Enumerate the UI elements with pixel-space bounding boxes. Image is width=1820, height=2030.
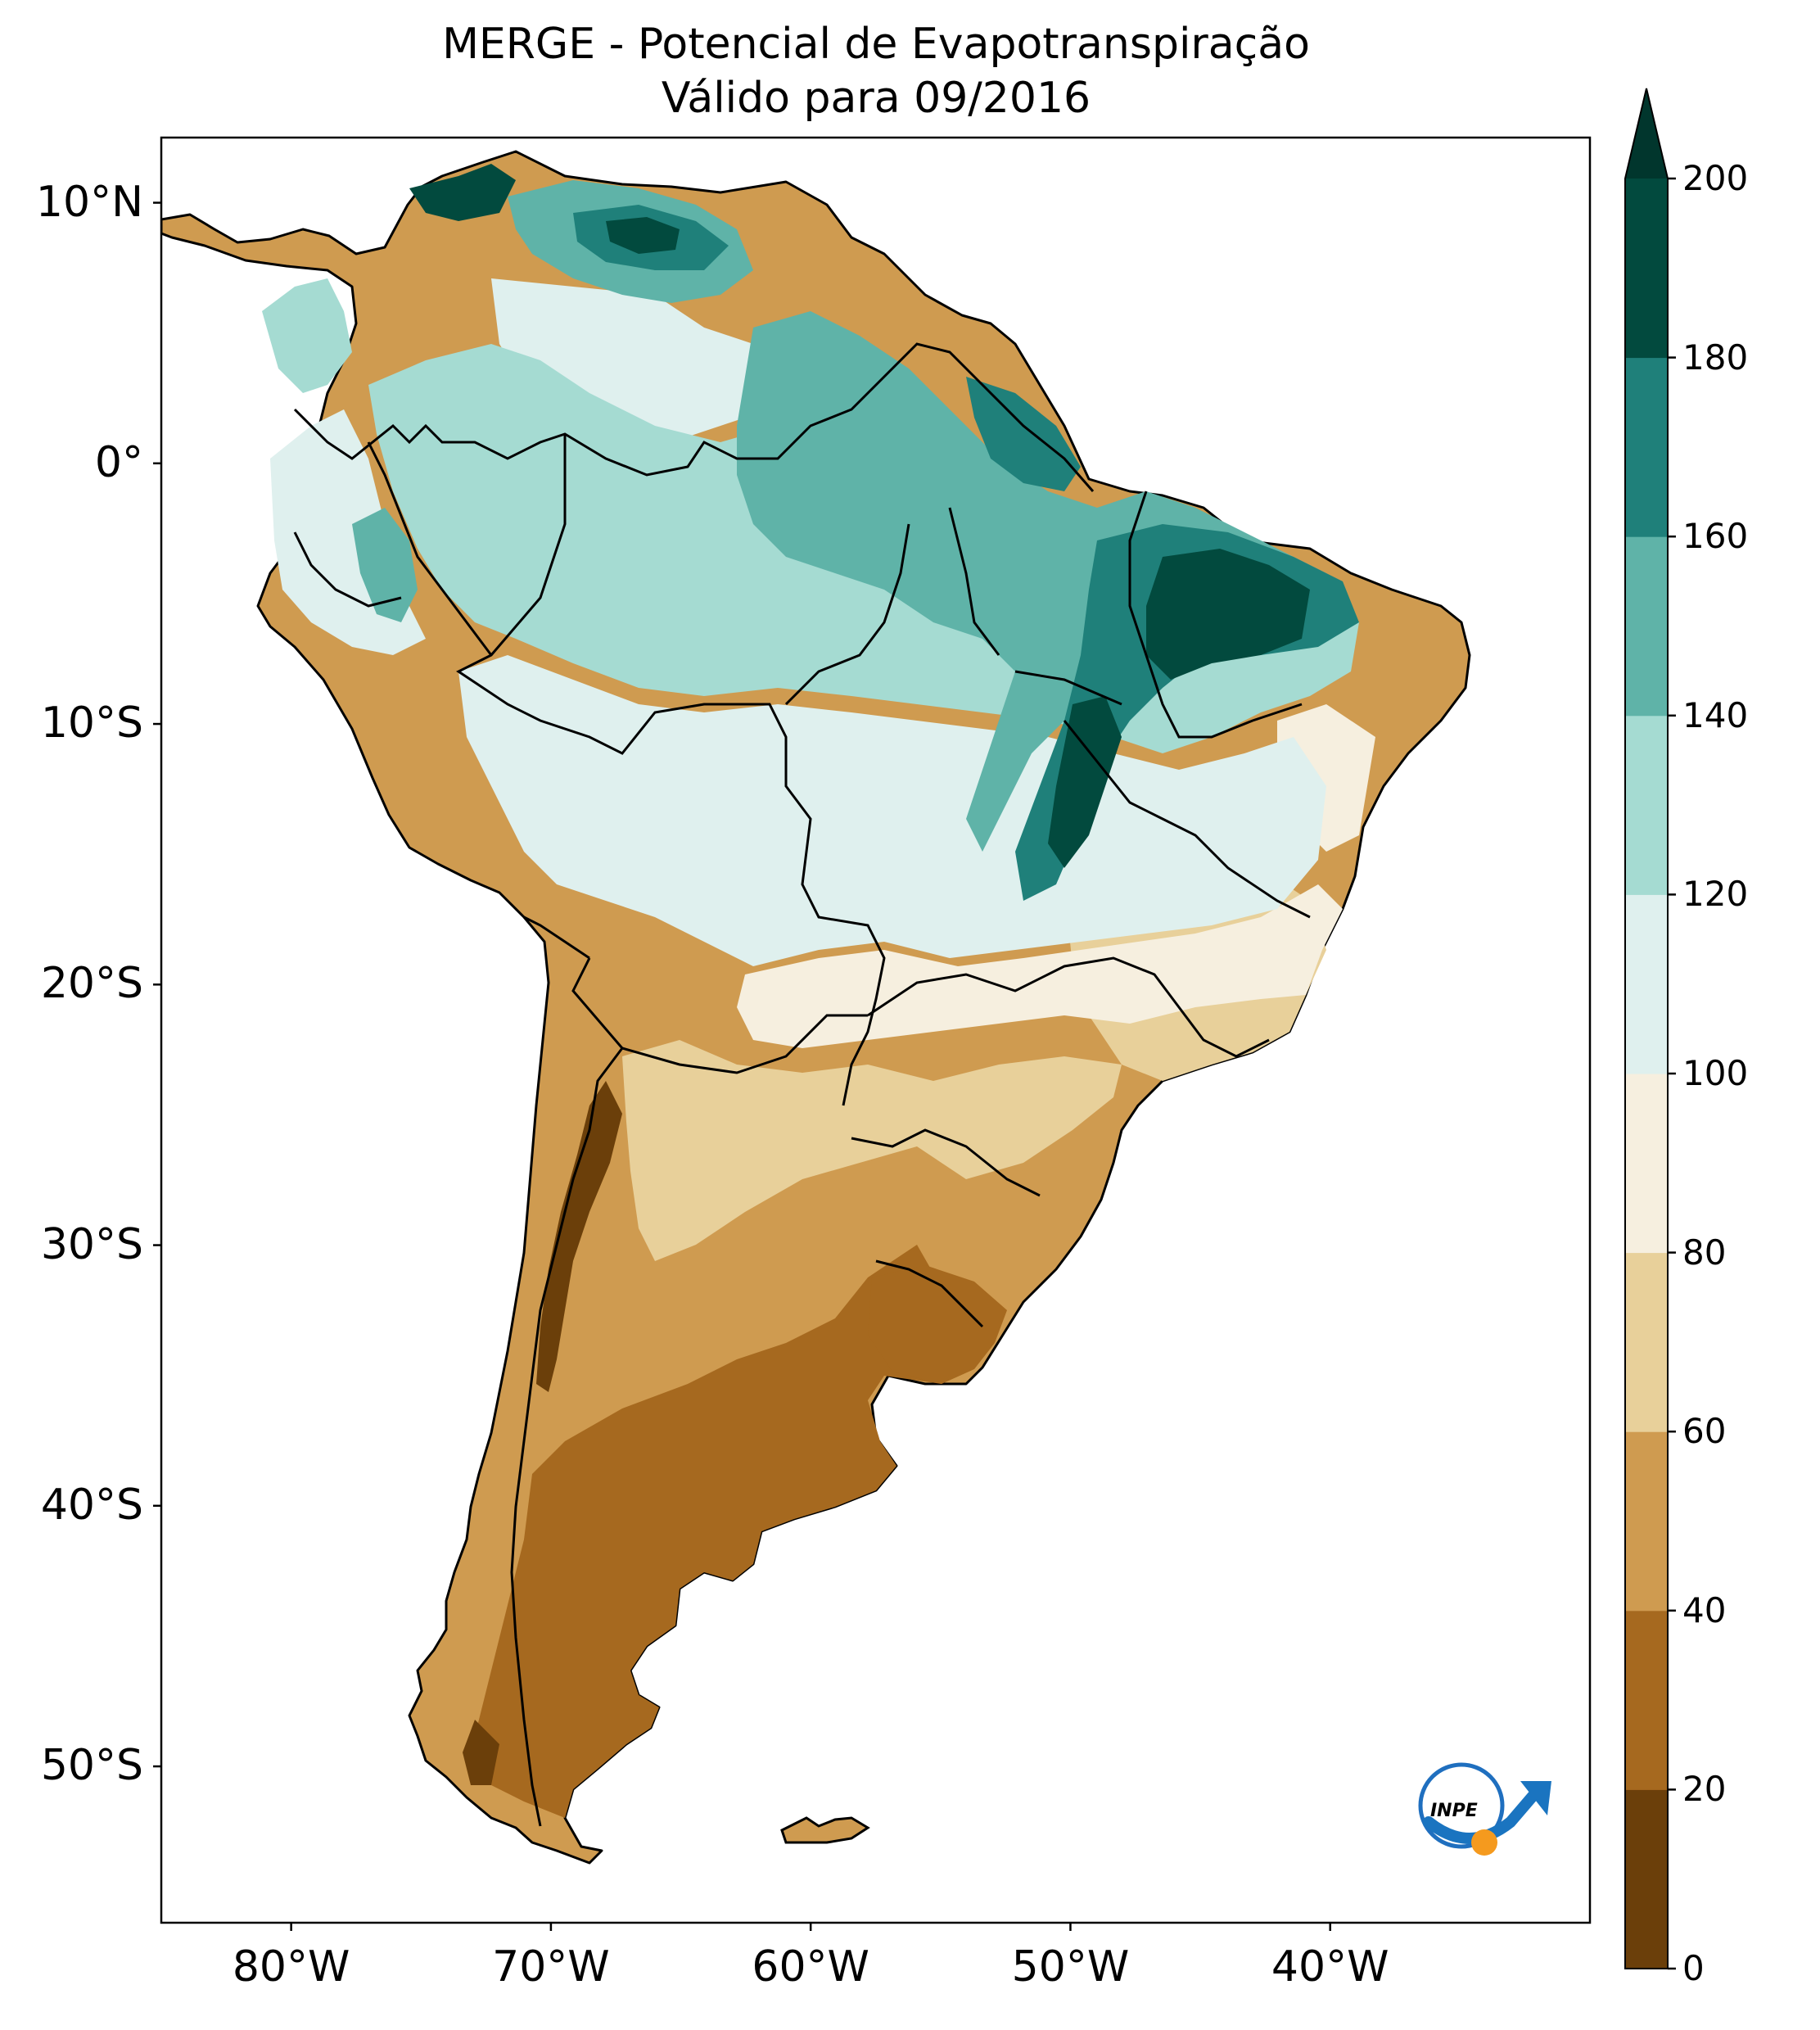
band-140-160 xyxy=(737,311,1351,852)
colorbar-segment xyxy=(1625,894,1668,1074)
lat-tick-label: 40°S xyxy=(40,1480,143,1530)
colorbar-segment xyxy=(1625,357,1668,537)
colorbar-segment xyxy=(1625,1074,1668,1254)
band-80-100 xyxy=(737,884,1343,1048)
colorbar-tick-label: 200 xyxy=(1682,158,1749,198)
lon-tick-label: 70°W xyxy=(492,1942,610,1992)
band-180-200-south xyxy=(1048,696,1122,868)
colorbar-tick-label: 20 xyxy=(1682,1769,1727,1810)
colorbar-tick-label: 40 xyxy=(1682,1589,1727,1630)
colorbar-tick-label: 80 xyxy=(1682,1232,1727,1273)
colorbar-segment xyxy=(1625,1610,1668,1790)
band-60-80 xyxy=(622,1040,1122,1261)
band-20-40-south xyxy=(475,1245,966,1818)
colorbar-tick-label: 60 xyxy=(1682,1411,1727,1452)
country-borders xyxy=(293,342,1311,1827)
colorbar-segment xyxy=(1625,179,1668,359)
band-20-40-uruguay xyxy=(868,1265,1007,1384)
colorbar-outline xyxy=(1624,88,1669,1969)
band-0-20-patagonia xyxy=(463,1720,499,1785)
band-160-180 xyxy=(966,377,1081,491)
band-180-200-venezuela xyxy=(606,217,680,254)
lon-tick-label: 60°W xyxy=(752,1942,869,1992)
axis-ticks xyxy=(153,201,1331,1931)
logo-text: INPE xyxy=(1430,1801,1478,1821)
map-title: MERGE - Potencial de Evapotranspiração xyxy=(442,20,1310,69)
falkland-islands xyxy=(780,1816,870,1844)
colorbar-segment xyxy=(1625,536,1668,717)
lon-tick-label: 50°W xyxy=(1011,1942,1130,1992)
band-180-200 xyxy=(1146,549,1310,680)
map-frame xyxy=(160,136,1592,1924)
lon-tick-label: 80°W xyxy=(232,1942,350,1992)
colorbar-segment xyxy=(1625,1789,1668,1969)
lat-tick-label: 10°N xyxy=(35,177,143,227)
band-140-160-amazon-w xyxy=(352,508,418,622)
continent-map xyxy=(161,150,1471,1865)
lat-tick-label: 10°S xyxy=(40,699,143,748)
lat-tick-label: 30°S xyxy=(40,1219,143,1269)
colorbar-tick-label: 160 xyxy=(1682,516,1749,557)
colorbar-extend-arrow xyxy=(1625,88,1668,179)
band-0-20-andes xyxy=(536,1081,622,1392)
colorbar-segment xyxy=(1625,715,1668,895)
lat-tick-label: 50°S xyxy=(40,1741,143,1791)
colorbar-tick-label: 180 xyxy=(1682,337,1749,378)
colorbar-tick-label: 140 xyxy=(1682,694,1749,735)
colorbar-tick-label: 120 xyxy=(1682,874,1749,915)
band-180-200-colombia xyxy=(409,164,516,221)
map-subtitle: Válido para 09/2016 xyxy=(661,74,1091,123)
band-120-140-north xyxy=(262,278,352,393)
colorbar xyxy=(1624,88,1676,1970)
colorbar-tick-label: 0 xyxy=(1682,1948,1705,1988)
inpe-logo: INPE xyxy=(1418,1762,1551,1856)
lon-tick-label: 40°W xyxy=(1271,1942,1389,1992)
lat-tick-label: 0° xyxy=(94,437,143,487)
colorbar-segment xyxy=(1625,1252,1668,1432)
band-100-120 xyxy=(458,655,1326,966)
colorbar-segment xyxy=(1625,1431,1668,1612)
colorbar-tick-label: 100 xyxy=(1682,1053,1749,1093)
lat-tick-label: 20°S xyxy=(40,959,143,1009)
